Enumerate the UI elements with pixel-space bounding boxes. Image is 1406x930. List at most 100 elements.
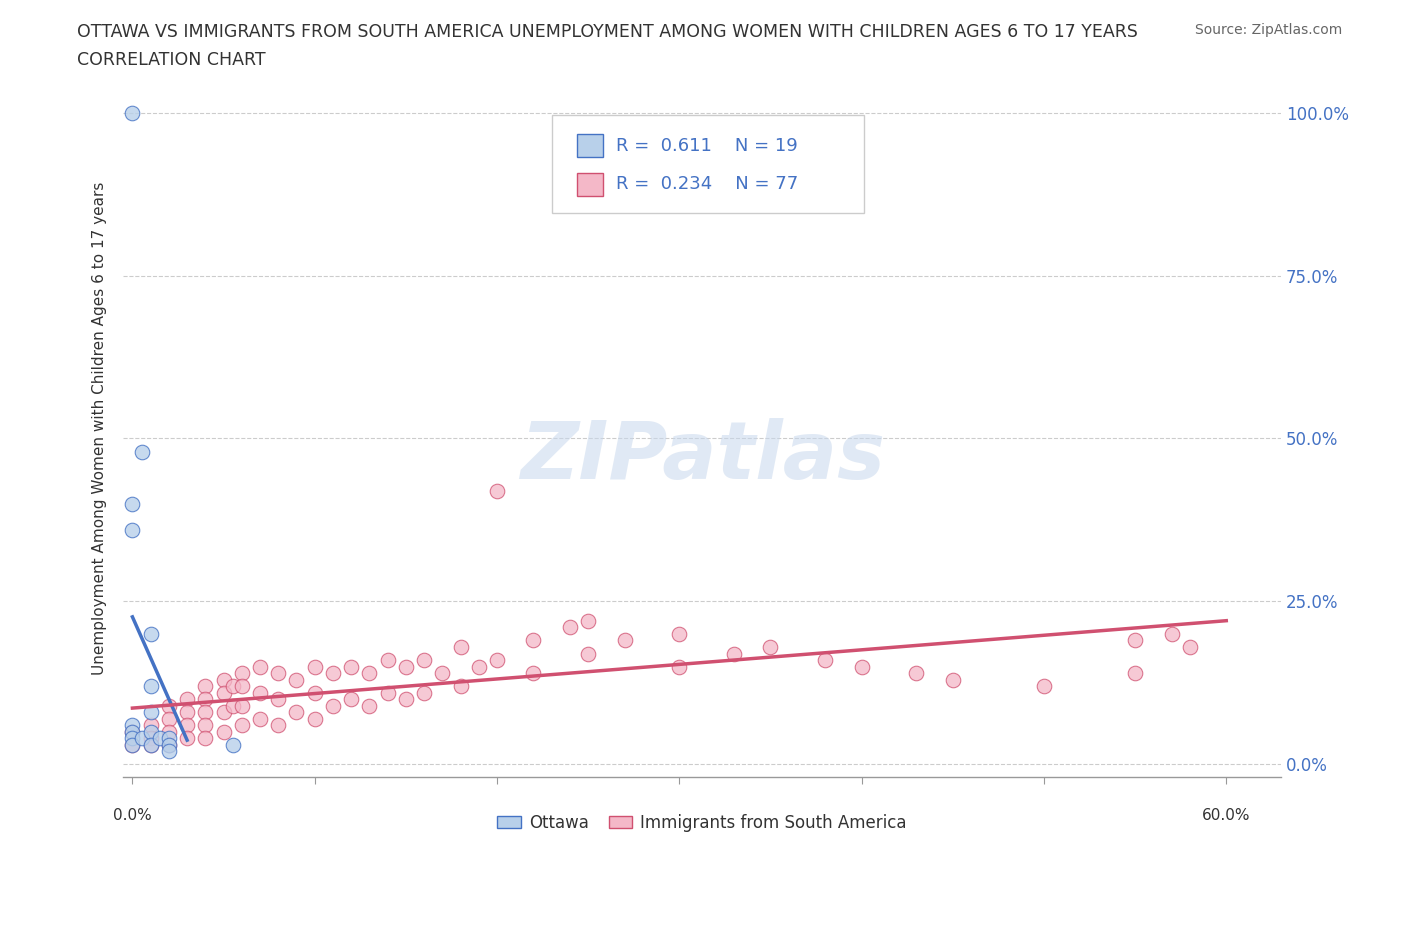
Point <box>285 672 308 687</box>
Point <box>851 659 873 674</box>
Point <box>139 737 162 752</box>
Point <box>322 666 344 681</box>
Text: R =  0.611    N = 19: R = 0.611 N = 19 <box>616 137 799 154</box>
Bar <box>576 134 603 157</box>
Point <box>131 731 153 746</box>
Point <box>576 646 599 661</box>
Point <box>231 666 253 681</box>
Point <box>340 659 363 674</box>
Point <box>194 679 217 694</box>
Point <box>249 711 271 726</box>
Point <box>1178 640 1201 655</box>
Point <box>522 666 544 681</box>
Point <box>121 724 143 739</box>
Point <box>1123 666 1146 681</box>
Point <box>1160 627 1182 642</box>
Point <box>139 627 162 642</box>
Point <box>194 705 217 720</box>
Point <box>121 737 143 752</box>
Point <box>304 659 326 674</box>
Text: 0.0%: 0.0% <box>112 808 152 823</box>
Point <box>231 718 253 733</box>
Point <box>249 659 271 674</box>
Point <box>1123 633 1146 648</box>
Point <box>1033 679 1056 694</box>
Point <box>304 685 326 700</box>
Point <box>221 737 243 752</box>
Point <box>157 737 180 752</box>
Point <box>486 484 509 498</box>
Point <box>139 737 162 752</box>
Point <box>359 698 381 713</box>
Point <box>486 653 509 668</box>
Point <box>194 692 217 707</box>
Point <box>522 633 544 648</box>
Point <box>212 705 235 720</box>
FancyBboxPatch shape <box>551 115 865 213</box>
Point <box>450 640 472 655</box>
Bar <box>576 173 603 195</box>
Point <box>157 737 180 752</box>
Point <box>121 497 143 512</box>
Point <box>340 692 363 707</box>
Point <box>194 718 217 733</box>
Point <box>194 731 217 746</box>
Point <box>221 698 243 713</box>
Point <box>468 659 491 674</box>
Point <box>723 646 745 661</box>
Point <box>413 653 436 668</box>
Point <box>157 698 180 713</box>
Point <box>231 698 253 713</box>
Point <box>450 679 472 694</box>
Point <box>668 659 690 674</box>
Point <box>176 731 198 746</box>
Point <box>613 633 636 648</box>
Point <box>139 731 162 746</box>
Point <box>267 666 290 681</box>
Point <box>176 718 198 733</box>
Point <box>121 718 143 733</box>
Text: CORRELATION CHART: CORRELATION CHART <box>77 51 266 69</box>
Point <box>395 692 418 707</box>
Point <box>157 724 180 739</box>
Text: R =  0.234    N = 77: R = 0.234 N = 77 <box>616 175 799 193</box>
Text: 60.0%: 60.0% <box>1202 808 1250 823</box>
Point <box>157 711 180 726</box>
Point <box>814 653 837 668</box>
Point <box>121 731 143 746</box>
Point <box>121 724 143 739</box>
Point <box>139 718 162 733</box>
Point <box>149 731 172 746</box>
Point <box>558 620 581 635</box>
Legend: Ottawa, Immigrants from South America: Ottawa, Immigrants from South America <box>491 807 914 839</box>
Point <box>131 445 153 459</box>
Point <box>377 653 399 668</box>
Point <box>221 679 243 694</box>
Point <box>576 614 599 629</box>
Point <box>432 666 454 681</box>
Point <box>139 724 162 739</box>
Point <box>395 659 418 674</box>
Point <box>231 679 253 694</box>
Point <box>413 685 436 700</box>
Point <box>139 679 162 694</box>
Point <box>121 737 143 752</box>
Point <box>759 640 782 655</box>
Point <box>377 685 399 700</box>
Text: Source: ZipAtlas.com: Source: ZipAtlas.com <box>1195 23 1343 37</box>
Point <box>121 523 143 538</box>
Point <box>668 627 690 642</box>
Point <box>139 705 162 720</box>
Point <box>359 666 381 681</box>
Point <box>212 672 235 687</box>
Point <box>176 705 198 720</box>
Text: OTTAWA VS IMMIGRANTS FROM SOUTH AMERICA UNEMPLOYMENT AMONG WOMEN WITH CHILDREN A: OTTAWA VS IMMIGRANTS FROM SOUTH AMERICA … <box>77 23 1139 41</box>
Point <box>249 685 271 700</box>
Y-axis label: Unemployment Among Women with Children Ages 6 to 17 years: Unemployment Among Women with Children A… <box>93 182 107 675</box>
Point <box>157 731 180 746</box>
Point <box>905 666 928 681</box>
Point <box>942 672 965 687</box>
Point <box>157 744 180 759</box>
Point <box>267 692 290 707</box>
Point <box>285 705 308 720</box>
